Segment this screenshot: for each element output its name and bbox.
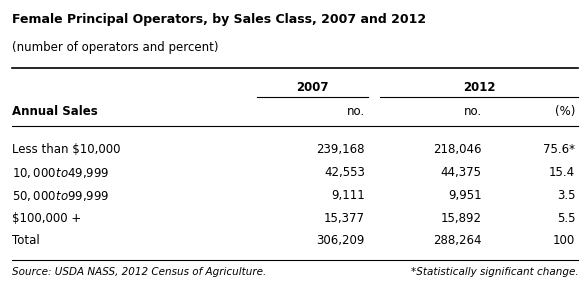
Text: 15.4: 15.4 [549, 166, 575, 179]
Text: $10,000 to $49,999: $10,000 to $49,999 [12, 166, 109, 180]
Text: $50,000 to $99,999: $50,000 to $99,999 [12, 189, 109, 203]
Text: Source: USDA NASS, 2012 Census of Agriculture.: Source: USDA NASS, 2012 Census of Agricu… [12, 267, 266, 277]
Text: no.: no. [464, 105, 482, 118]
Text: 2007: 2007 [296, 81, 329, 94]
Text: 42,553: 42,553 [324, 166, 365, 179]
Text: 3.5: 3.5 [557, 189, 575, 202]
Text: 100: 100 [553, 234, 575, 247]
Text: 15,892: 15,892 [441, 212, 482, 225]
Text: 15,377: 15,377 [324, 212, 365, 225]
Text: Total: Total [12, 234, 40, 247]
Text: 75.6*: 75.6* [543, 143, 575, 156]
Text: 44,375: 44,375 [441, 166, 482, 179]
Text: 218,046: 218,046 [433, 143, 482, 156]
Text: 9,111: 9,111 [331, 189, 365, 202]
Text: $100,000 +: $100,000 + [12, 212, 81, 225]
Text: 9,951: 9,951 [448, 189, 482, 202]
Text: Less than $10,000: Less than $10,000 [12, 143, 120, 156]
Text: *Statistically significant change.: *Statistically significant change. [411, 267, 578, 277]
Text: 5.5: 5.5 [557, 212, 575, 225]
Text: no.: no. [347, 105, 365, 118]
Text: 288,264: 288,264 [433, 234, 482, 247]
Text: 239,168: 239,168 [317, 143, 365, 156]
Text: Female Principal Operators, by Sales Class, 2007 and 2012: Female Principal Operators, by Sales Cla… [12, 13, 426, 26]
Text: Annual Sales: Annual Sales [12, 105, 98, 118]
Text: (number of operators and percent): (number of operators and percent) [12, 41, 218, 54]
Text: 2012: 2012 [463, 81, 495, 94]
Text: 306,209: 306,209 [317, 234, 365, 247]
Text: (%): (%) [555, 105, 575, 118]
